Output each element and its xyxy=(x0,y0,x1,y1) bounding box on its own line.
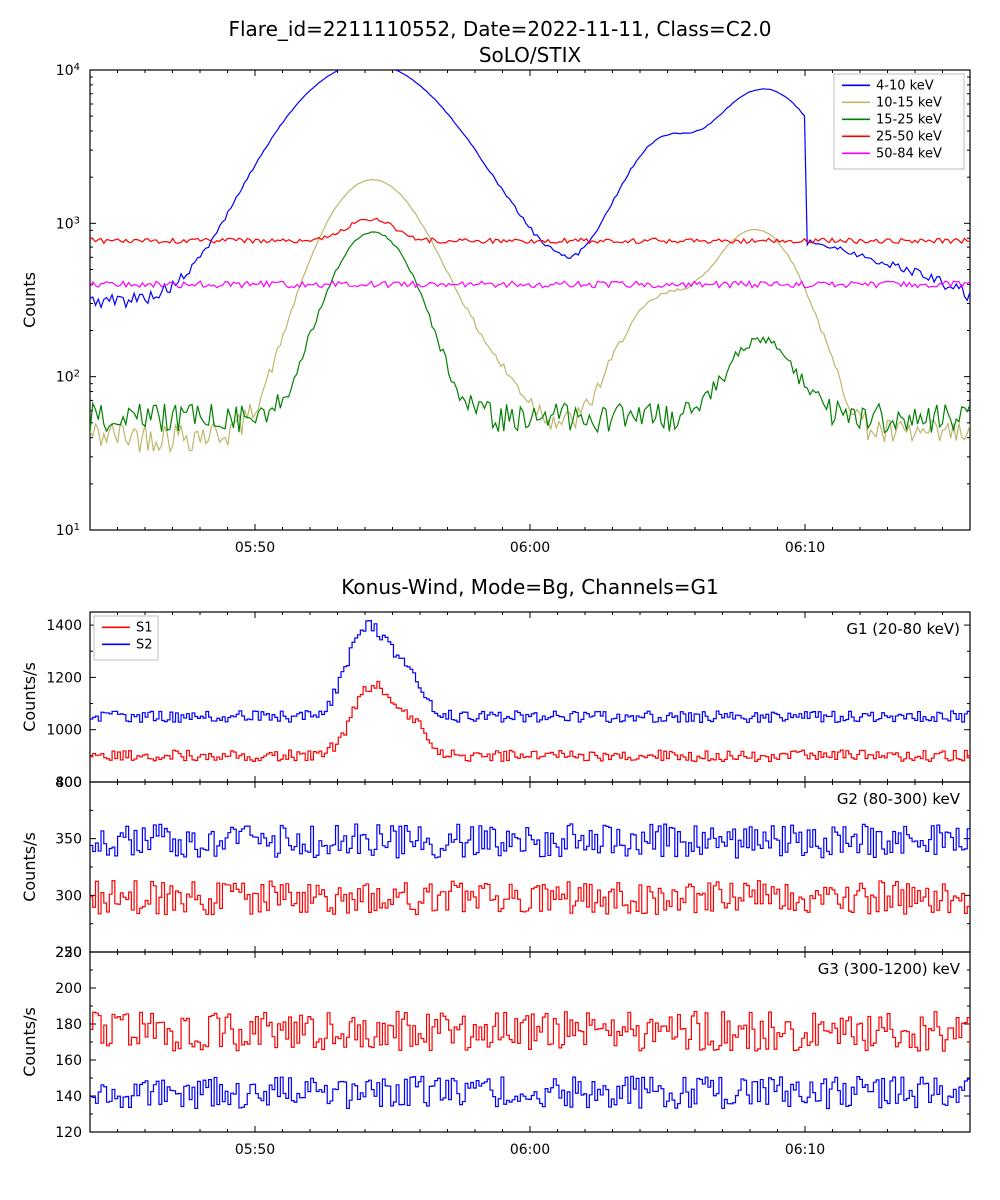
figure: Flare_id=2211110552, Date=2022-11-11, Cl… xyxy=(0,0,1000,1200)
legend: 4-10 keV 10-15 keV 15-25 keV 25-50 keV 50-84… xyxy=(834,74,964,169)
svg-text:220: 220 xyxy=(55,945,82,961)
x-tick-label: 06:10 xyxy=(785,540,825,556)
panel-label: G2 (80-300) keV xyxy=(837,790,961,808)
svg-text:160: 160 xyxy=(55,1053,82,1069)
x-tick-label: 06:00 xyxy=(510,1142,550,1158)
svg-text:103: 103 xyxy=(56,215,80,233)
x-tick-label: 05:50 xyxy=(235,540,275,556)
panel-label: G3 (300-1200) keV xyxy=(818,960,961,978)
svg-text:350: 350 xyxy=(55,832,82,848)
svg-text:180: 180 xyxy=(55,1017,82,1033)
y-axis-label: Counts xyxy=(20,272,39,328)
y-axis-label: Counts/s xyxy=(20,1007,39,1077)
series-line-15-25-keV xyxy=(90,232,970,433)
series-line-S1 xyxy=(90,881,970,915)
plot-area xyxy=(90,621,970,762)
legend-item: 10-15 keV xyxy=(876,95,942,110)
svg-text:1000: 1000 xyxy=(46,723,82,739)
svg-text:1400: 1400 xyxy=(46,618,82,634)
legend-item: 50-84 keV xyxy=(876,146,942,161)
x-tick-label: 06:10 xyxy=(785,1142,825,1158)
svg-text:102: 102 xyxy=(56,368,80,386)
plot-area xyxy=(90,1011,970,1108)
svg-text:400: 400 xyxy=(55,775,82,791)
series-line-S1 xyxy=(90,1011,970,1051)
svg-text:200: 200 xyxy=(55,981,82,997)
chart-supertitle: Konus-Wind, Mode=Bg, Channels=G1 xyxy=(341,575,718,599)
plot-area xyxy=(90,824,970,915)
series-line-50-84-keV xyxy=(90,281,970,288)
svg-text:1200: 1200 xyxy=(46,670,82,686)
y-axis-label: Counts/s xyxy=(20,662,39,732)
series-line-S2 xyxy=(90,621,970,723)
x-tick-label: 05:50 xyxy=(235,1142,275,1158)
svg-text:300: 300 xyxy=(55,888,82,904)
legend-item: 15-25 keV xyxy=(876,112,942,127)
svg-text:120: 120 xyxy=(55,1125,82,1141)
x-ticks: 05:50 06:00 06:10 xyxy=(90,952,970,1158)
x-tick-label: 06:00 xyxy=(510,540,550,556)
svg-text:101: 101 xyxy=(56,522,80,540)
y-ticks: 800100012001400 xyxy=(46,618,970,791)
series-line-10-15-keV xyxy=(90,179,970,452)
series-line-S2 xyxy=(90,1076,970,1108)
series-line-S2 xyxy=(90,824,970,858)
y-ticks: 250300350400 xyxy=(55,775,970,961)
legend-item: 4-10 keV xyxy=(876,78,934,93)
legend-item: 25-50 keV xyxy=(876,129,942,144)
y-ticks: 101 102 103 104 xyxy=(56,62,970,540)
panel-label: G1 (20-80 keV) xyxy=(846,620,960,638)
y-axis-label: Counts/s xyxy=(20,832,39,902)
legend: S1S2 xyxy=(94,616,158,660)
svg-text:140: 140 xyxy=(55,1089,82,1105)
main-title: Flare_id=2211110552, Date=2022-11-11, Cl… xyxy=(228,17,771,41)
legend-item: S1 xyxy=(136,620,153,635)
svg-text:104: 104 xyxy=(56,62,80,80)
legend-item: S2 xyxy=(136,637,153,652)
chart-title: SoLO/STIX xyxy=(479,43,582,67)
